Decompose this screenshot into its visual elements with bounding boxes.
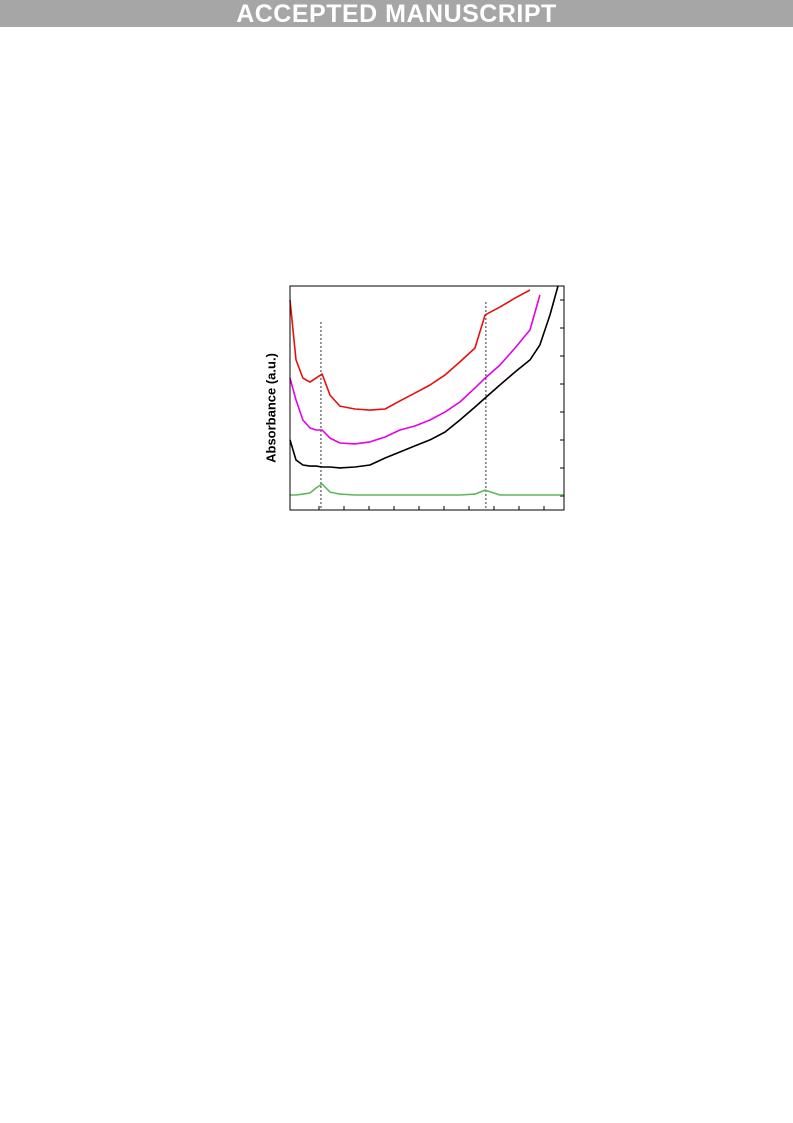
data-line <box>289 285 559 469</box>
data-line <box>289 294 541 445</box>
data-line <box>289 289 531 411</box>
y-axis-label: Absorbance (a.u.) <box>263 353 278 463</box>
chart: Absorbance (a.u.) <box>263 285 565 511</box>
plot-frame <box>289 285 565 511</box>
data-line <box>290 483 564 496</box>
tick-marks <box>318 299 564 510</box>
banner: ACCEPTED MANUSCRIPT <box>0 0 793 28</box>
